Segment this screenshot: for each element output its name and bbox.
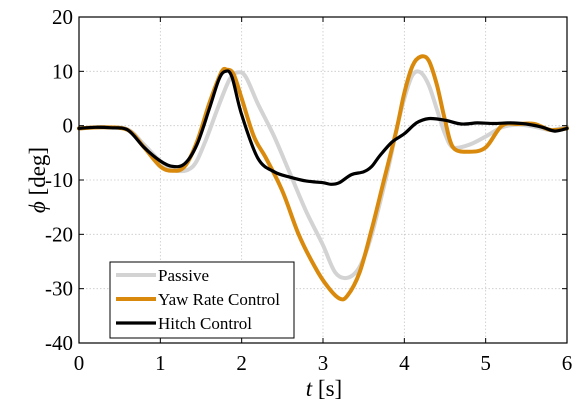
y-tick-label: -40 (45, 331, 73, 355)
y-tick-label: -10 (45, 168, 73, 192)
x-tick-label: 4 (399, 351, 410, 375)
axes-frame (78, 16, 568, 344)
x-tick-label: 3 (318, 351, 329, 375)
series-line-passive (77, 69, 569, 281)
x-tick-label: 0 (74, 351, 85, 375)
plot-frame (78, 16, 568, 344)
series-line-hitch-control (77, 69, 569, 186)
y-tick-label: 0 (63, 114, 74, 138)
x-tick-label: 1 (155, 351, 166, 375)
x-tick-label: 2 (236, 351, 247, 375)
y-tick-label: -20 (45, 222, 73, 246)
legend: Passive Yaw Rate Control Hitch Control (109, 261, 295, 339)
legend-label-hitch-control: Hitch Control (158, 314, 252, 333)
legend-label-yaw-rate-control: Yaw Rate Control (158, 290, 280, 309)
x-tick-label: 6 (562, 351, 573, 375)
plot-area (77, 54, 569, 302)
legend-label-passive: Passive (158, 266, 209, 285)
y-axis-label: ϕ [deg] (25, 147, 50, 213)
x-axis-label: t [s] (306, 376, 342, 401)
y-tick-label: 10 (52, 59, 73, 83)
y-tick-label: -30 (45, 277, 73, 301)
y-tick-label: 20 (52, 5, 73, 29)
tick-labels: 0 1 2 3 4 5 6 20 10 0 -10 -20 -30 -40 (45, 5, 572, 375)
grid-lines (79, 17, 567, 343)
x-tick-label: 5 (480, 351, 491, 375)
